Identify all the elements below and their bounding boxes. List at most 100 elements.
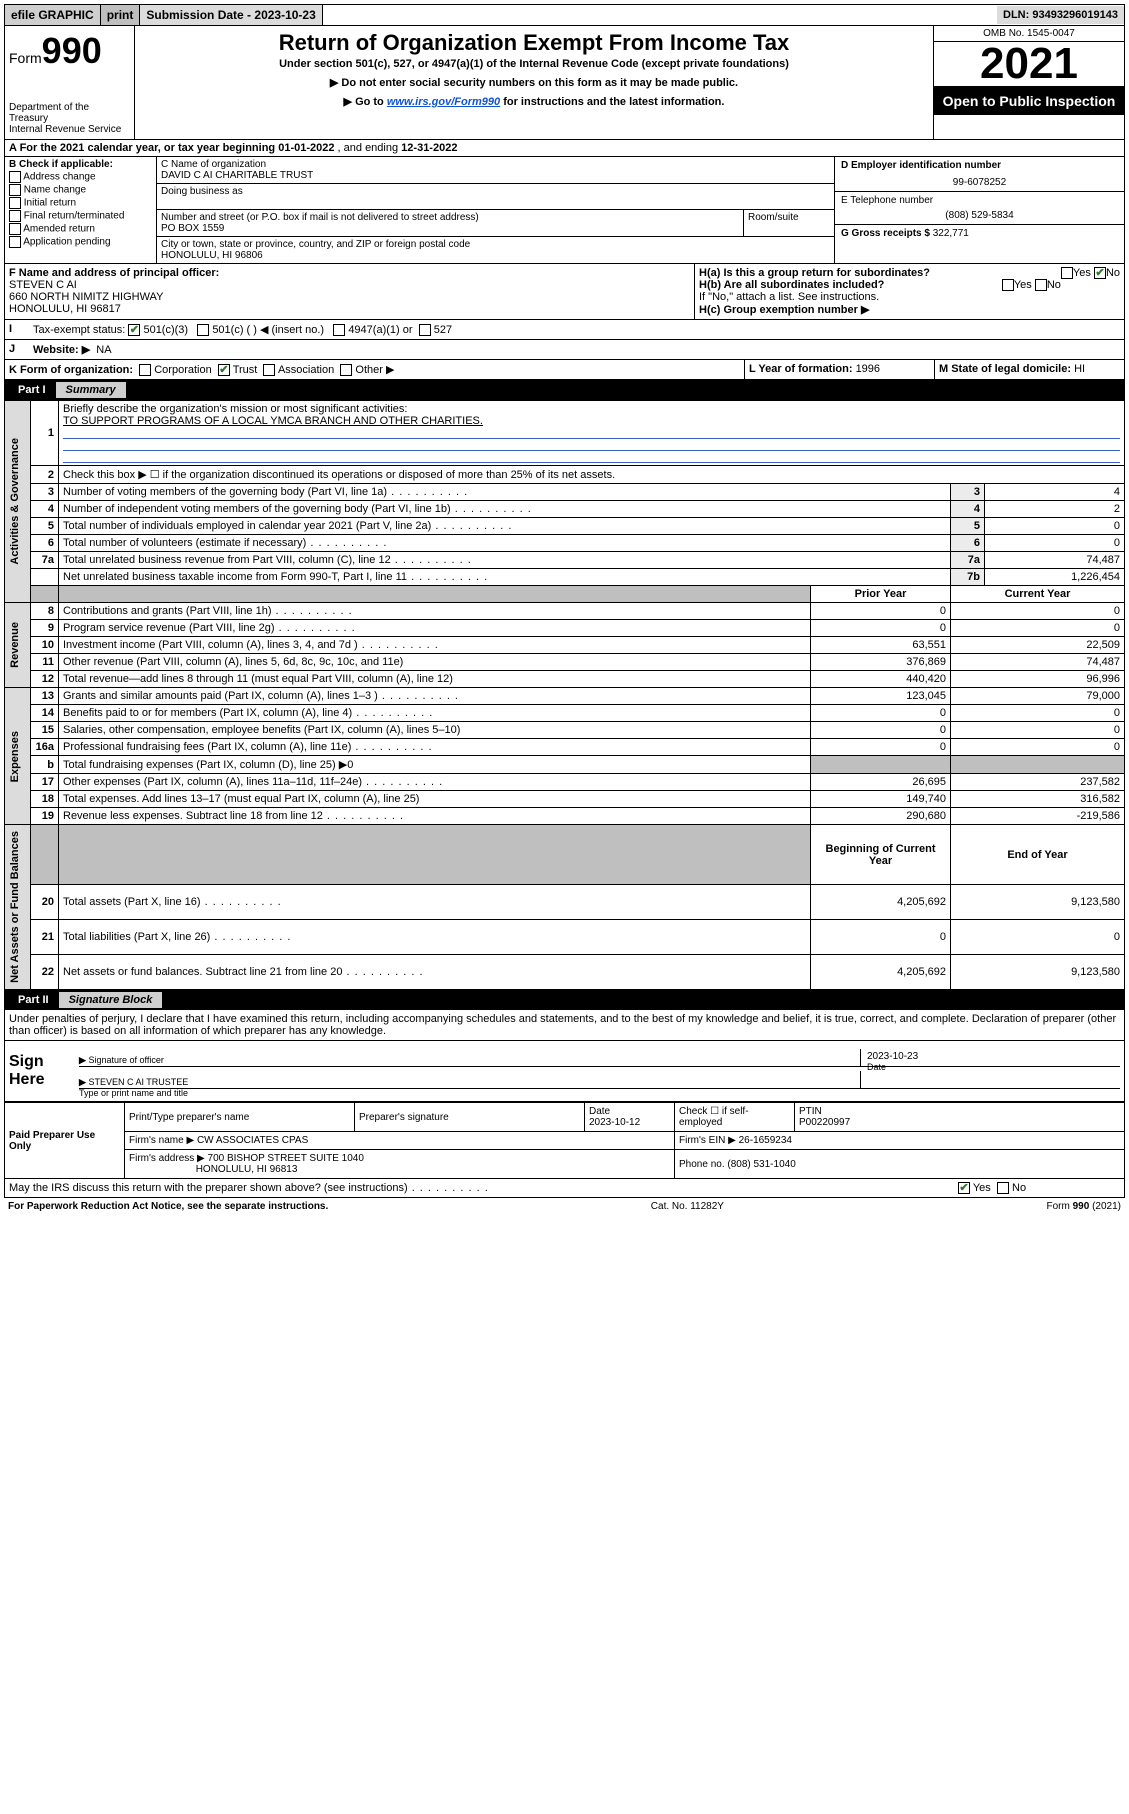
r16a-p: 0 [811,739,951,756]
r12-t: Total revenue—add lines 8 through 11 (mu… [63,673,453,685]
r11-t: Other revenue (Part VIII, column (A), li… [63,656,403,668]
firm-ein: 26-1659234 [739,1135,792,1146]
r15-t: Salaries, other compensation, employee b… [63,724,460,736]
chk-4947[interactable] [333,324,345,336]
dln: DLN: 93493296019143 [997,6,1124,24]
hb-yes-checkbox[interactable] [1002,279,1014,291]
row-j: J Website: ▶ NA [4,340,1125,360]
chk-527[interactable] [419,324,431,336]
paid-preparer-block: Paid Preparer Use Only Print/Type prepar… [4,1102,1125,1179]
chk-trust[interactable] [218,364,230,376]
q2-text: Check this box ▶ ☐ if the organization d… [59,466,1125,484]
r16a-n: 16a [36,741,54,753]
prep-date-label: Date [589,1106,610,1117]
firm-addr-label: Firm's address ▶ [129,1153,205,1164]
ptin-label: PTIN [799,1106,822,1117]
r18-n: 18 [42,793,54,805]
chk-app-pending[interactable]: Application pending [9,236,152,248]
tax-year: 2021 [934,42,1124,87]
chk-corp[interactable] [139,364,151,376]
city-value: HONOLULU, HI 96806 [161,250,830,261]
r4-v: 2 [985,501,1125,518]
chk-name-change-label: Name change [24,185,86,196]
r14-c: 0 [951,705,1125,722]
chk-trust-label: Trust [233,364,258,376]
r17-n: 17 [42,776,54,788]
tab-expenses: Expenses [9,727,21,786]
part2-label: Part II [10,992,57,1008]
period-begin: 01-01-2022 [278,142,334,154]
chk-final-return[interactable]: Final return/terminated [9,210,152,222]
d-label: D Employer identification number [841,160,1118,171]
r16b-c [951,756,1125,774]
row-i: I Tax-exempt status: 501(c)(3) 501(c) ( … [4,320,1125,340]
open-inspection: Open to Public Inspection [934,87,1124,115]
officer-label: Type or print name and title [79,1088,188,1098]
r7a-v: 74,487 [985,552,1125,569]
sub3-post: for instructions and the latest informat… [500,96,724,108]
phone-value: (808) 529-5834 [841,210,1118,221]
discuss-no-checkbox[interactable] [997,1182,1009,1194]
r11-p: 376,869 [811,654,951,671]
c-label: C Name of organization [161,159,830,170]
chk-final-return-label: Final return/terminated [24,211,125,222]
chk-address-change[interactable]: Address change [9,171,152,183]
r21-p: 0 [811,919,951,954]
q1-label: Briefly describe the organization's miss… [63,403,407,415]
r16a-c: 0 [951,739,1125,756]
r15-p: 0 [811,722,951,739]
r3-v: 4 [985,484,1125,501]
r19-p: 290,680 [811,808,951,825]
ha-no-checkbox[interactable] [1094,267,1106,279]
firm-addr2: HONOLULU, HI 96813 [196,1164,298,1175]
firm-ein-label: Firm's EIN ▶ [679,1135,736,1146]
r20-p: 4,205,692 [811,884,951,919]
efile-label: efile GRAPHIC [5,5,101,25]
hb-no-checkbox[interactable] [1035,279,1047,291]
r5-v: 0 [985,518,1125,535]
f-addr2: HONOLULU, HI 96817 [9,303,121,315]
ha-yes-checkbox[interactable] [1061,267,1073,279]
chk-amended-return[interactable]: Amended return [9,223,152,235]
r16b-n: b [47,759,54,771]
declaration-block: Under penalties of perjury, I declare th… [4,1010,1125,1041]
r7a-rn: 7a [951,552,985,569]
r20-n: 20 [42,896,54,908]
chk-501c[interactable] [197,324,209,336]
chk-app-pending-label: Application pending [23,237,110,248]
chk-501c3[interactable] [128,324,140,336]
r12-c: 96,996 [951,671,1125,688]
r7b-rn: 7b [951,569,985,586]
form-header: Form990 Department of the Treasury Inter… [4,26,1125,140]
r12-n: 12 [42,673,54,685]
addr-label: Number and street (or P.O. box if mail i… [161,212,739,223]
chk-assoc[interactable] [263,364,275,376]
hb-label: H(b) Are all subordinates included? [699,279,884,291]
chk-name-change[interactable]: Name change [9,184,152,196]
print-button[interactable]: print [101,5,141,25]
r22-p: 4,205,692 [811,954,951,989]
r8-t: Contributions and grants (Part VIII, lin… [63,605,353,617]
chk-other[interactable] [340,364,352,376]
submission-date: Submission Date - 2023-10-23 [140,5,322,25]
j-label: Website: ▶ [33,344,90,356]
r15-n: 15 [42,724,54,736]
dba-label: Doing business as [161,186,830,197]
r10-c: 22,509 [951,637,1125,654]
period-mid: , and ending [338,142,402,154]
chk-initial-return[interactable]: Initial return [9,197,152,209]
form-number: Form990 [9,30,130,72]
r22-n: 22 [42,966,54,978]
discuss-row: May the IRS discuss this return with the… [4,1179,1125,1198]
submission-date-value: 2023-10-23 [254,8,315,22]
part1-label: Part I [10,382,54,398]
submission-date-label: Submission Date - [146,8,254,22]
l-label: L Year of formation: [749,363,856,375]
f-label: F Name and address of principal officer: [9,267,219,279]
sign-here-label: Sign Here [5,1041,75,1101]
r16a-t: Professional fundraising fees (Part IX, … [63,741,433,753]
r10-t: Investment income (Part VIII, column (A)… [63,639,439,651]
irs-link[interactable]: www.irs.gov/Form990 [387,96,500,108]
discuss-yes-checkbox[interactable] [958,1182,970,1194]
q1-value: TO SUPPORT PROGRAMS OF A LOCAL YMCA BRAN… [63,415,483,427]
